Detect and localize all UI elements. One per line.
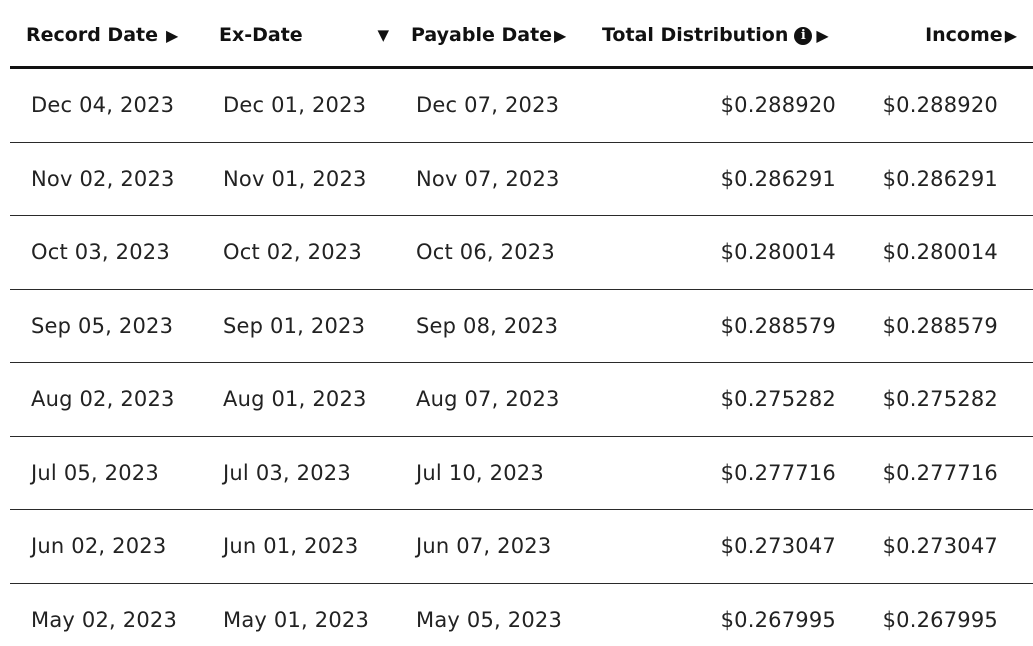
row-divider <box>10 435 1033 437</box>
column-header-label: Ex-Date <box>219 24 303 46</box>
cell-record-date: Jun 02, 2023 <box>31 534 167 558</box>
cell-income: $0.280014 <box>882 240 998 264</box>
cell-record-date: Nov 02, 2023 <box>31 166 175 191</box>
sort-right-arrow-icon: ▶ <box>816 26 829 45</box>
cell-payable-date: Jul 10, 2023 <box>416 460 544 485</box>
cell-payable-date: Dec 07, 2023 <box>416 93 560 117</box>
cell-income: $0.275282 <box>882 387 998 411</box>
cell-total-distribution: $0.267995 <box>720 607 836 632</box>
table-row: Sep 05, 2023 Sep 01, 2023 Sep 08, 2023 $… <box>0 290 1033 363</box>
cell-income: $0.267995 <box>882 607 998 632</box>
cell-payable-date: Jun 07, 2023 <box>416 534 552 558</box>
cell-total-distribution: $0.275282 <box>720 387 836 411</box>
cell-ex-date: Sep 01, 2023 <box>223 313 366 338</box>
sort-right-arrow-icon: ▶ <box>554 26 567 45</box>
cell-total-distribution: $0.286291 <box>720 166 836 191</box>
cell-payable-date: Aug 07, 2023 <box>416 387 560 411</box>
row-divider <box>10 509 1033 510</box>
table-row: Nov 02, 2023 Nov 01, 2023 Nov 07, 2023 $… <box>0 143 1033 216</box>
cell-total-distribution: $0.277716 <box>720 460 836 485</box>
column-header-total-distribution[interactable]: Total Distribution i ▶ <box>602 20 829 50</box>
cell-record-date: Dec 04, 2023 <box>31 93 175 117</box>
cell-payable-date: May 05, 2023 <box>416 607 563 632</box>
column-header-ex-date[interactable]: Ex-Date ▼ <box>219 20 391 50</box>
row-divider <box>10 582 1033 584</box>
cell-payable-date: Nov 07, 2023 <box>416 166 560 191</box>
table-row: Dec 04, 2023 Dec 01, 2023 Dec 07, 2023 $… <box>0 69 1033 143</box>
table-header: Record Date ▶ Ex-Date ▼ Payable Date ▶ Tota… <box>0 0 1033 70</box>
row-divider <box>10 141 1033 143</box>
cell-ex-date: Aug 01, 2023 <box>223 387 367 411</box>
info-icon[interactable]: i <box>794 27 813 45</box>
column-header-label: Record Date <box>26 24 158 46</box>
cell-record-date: Oct 03, 2023 <box>31 240 170 264</box>
cell-ex-date: Oct 02, 2023 <box>223 240 362 264</box>
table-row: May 02, 2023 May 01, 2023 May 05, 2023 $… <box>0 584 1033 646</box>
sort-right-arrow-icon: ▶ <box>1004 26 1017 45</box>
cell-record-date: Jul 05, 2023 <box>31 460 159 485</box>
cell-income: $0.288579 <box>882 313 998 338</box>
sort-right-arrow-icon: ▶ <box>165 26 179 45</box>
row-divider <box>10 215 1033 216</box>
column-header-income[interactable]: Income ▶ <box>925 20 1017 50</box>
cell-ex-date: Jul 03, 2023 <box>223 460 351 485</box>
table-row: Oct 03, 2023 Oct 02, 2023 Oct 06, 2023 $… <box>0 216 1033 290</box>
cell-income: $0.288920 <box>882 93 998 117</box>
cell-ex-date: Nov 01, 2023 <box>223 166 367 191</box>
cell-total-distribution: $0.273047 <box>720 534 836 558</box>
column-header-label: Total Distribution <box>602 24 789 46</box>
table-body: Dec 04, 2023 Dec 01, 2023 Dec 07, 2023 $… <box>0 69 1033 646</box>
sort-down-arrow-icon: ▼ <box>377 26 389 44</box>
cell-income: $0.277716 <box>882 460 998 485</box>
cell-total-distribution: $0.288920 <box>720 93 836 117</box>
column-header-payable-date[interactable]: Payable Date ▶ <box>411 20 566 50</box>
column-header-label: Payable Date <box>411 24 553 46</box>
row-divider <box>10 288 1033 290</box>
table-row: Jun 02, 2023 Jun 01, 2023 Jun 07, 2023 $… <box>0 510 1033 584</box>
cell-total-distribution: $0.280014 <box>720 240 836 264</box>
table-row: Jul 05, 2023 Jul 03, 2023 Jul 10, 2023 $… <box>0 437 1033 510</box>
cell-income: $0.286291 <box>882 166 998 191</box>
cell-ex-date: May 01, 2023 <box>223 607 370 632</box>
row-divider <box>10 362 1033 363</box>
cell-ex-date: Dec 01, 2023 <box>223 93 367 117</box>
column-header-record-date[interactable]: Record Date ▶ <box>26 20 178 50</box>
column-header-label: Income <box>925 24 1003 46</box>
cell-record-date: Aug 02, 2023 <box>31 387 175 411</box>
cell-ex-date: Jun 01, 2023 <box>223 534 359 558</box>
cell-payable-date: Oct 06, 2023 <box>416 240 555 264</box>
cell-total-distribution: $0.288579 <box>720 313 836 338</box>
header-divider <box>10 66 1033 69</box>
cell-payable-date: Sep 08, 2023 <box>416 313 559 338</box>
table-row: Aug 02, 2023 Aug 01, 2023 Aug 07, 2023 $… <box>0 363 1033 437</box>
cell-record-date: Sep 05, 2023 <box>31 313 174 338</box>
cell-income: $0.273047 <box>882 534 998 558</box>
cell-record-date: May 02, 2023 <box>31 607 178 632</box>
